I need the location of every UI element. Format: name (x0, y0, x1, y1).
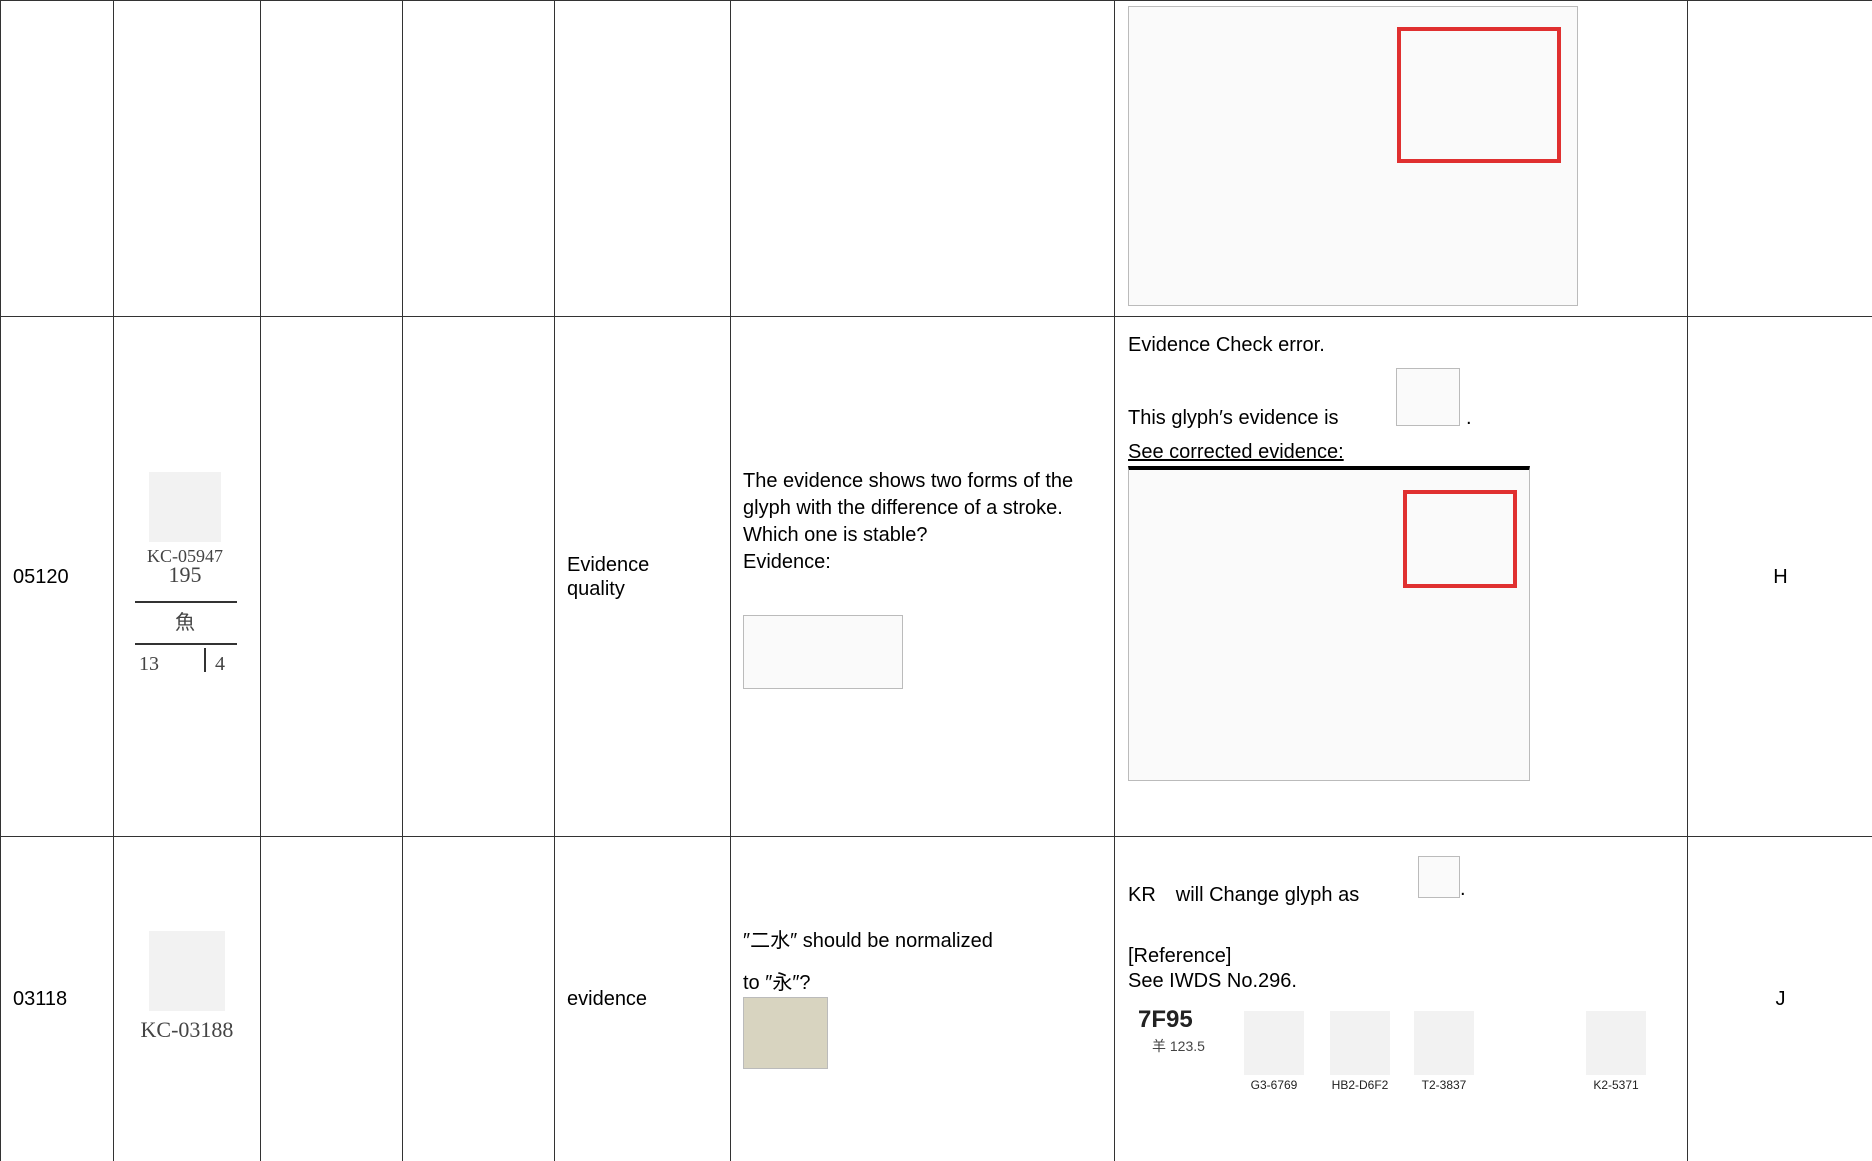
glyph-image (149, 472, 221, 542)
table-cell (402, 316, 555, 837)
description-text: ″二水″ should be normalized (743, 930, 993, 952)
card-code: KC-03188 (141, 1017, 234, 1042)
table-cell (402, 0, 555, 317)
table-cell (730, 0, 1115, 317)
table-cell (730, 836, 1115, 1161)
table-cell: Evidence quality (554, 316, 731, 837)
residual-strokes: 13 (139, 653, 159, 675)
table-cell (260, 0, 403, 317)
table-cell (554, 0, 731, 317)
glyph-image (1396, 368, 1460, 426)
table-cell (1114, 836, 1688, 1161)
cell-text: Evidence quality (567, 554, 650, 600)
table-cell (113, 836, 261, 1161)
description-text: The evidence shows two forms of the glyp… (743, 470, 1074, 519)
table-cell: 03118 (0, 836, 114, 1161)
description: The evidence shows two forms of the glyp… (743, 468, 1103, 576)
source-label: HB2-D6F2 (1332, 1078, 1389, 1092)
evidence-image (1128, 6, 1578, 306)
extra: 4 (215, 653, 225, 675)
highlight-box (1397, 27, 1561, 163)
response-text: See corrected evidence: (1128, 441, 1344, 463)
source-label: K2-5371 (1593, 1078, 1639, 1092)
glyph-image (1414, 1011, 1474, 1075)
cell-text: J (1775, 988, 1786, 1010)
source-label: G3-6769 (1251, 1078, 1298, 1092)
glyph-image (1418, 856, 1460, 898)
glyph-image (1586, 1011, 1646, 1075)
response-text: Evidence Check error. (1128, 334, 1325, 356)
response-text: KR will Change glyph as (1128, 884, 1360, 906)
evidence-image (1128, 466, 1530, 781)
table-cell: J (1687, 836, 1872, 1161)
response-text: . (1466, 407, 1472, 429)
table-cell: H (1687, 316, 1872, 837)
table-cell: 05120 (0, 316, 114, 837)
cell-text: H (1773, 566, 1788, 588)
cell-text: 05120 (13, 566, 69, 588)
description-text: to ″永″? (743, 972, 811, 994)
response-text: See IWDS No.296. (1128, 970, 1297, 992)
radical: 魚 (175, 611, 195, 634)
table-cell (260, 316, 403, 837)
table-cell (1114, 0, 1688, 317)
table-cell (1687, 0, 1872, 317)
table-cell (0, 0, 114, 317)
cell-text: 03118 (13, 988, 68, 1010)
highlight-box (1403, 490, 1517, 588)
response-text: This glyph′s evidence is (1128, 407, 1339, 429)
radical-number: 195 (169, 562, 202, 587)
glyph-card: KC-05947 195 魚 13 4 (135, 472, 237, 675)
table-cell (113, 316, 261, 837)
description-text: Which one is stable? (743, 524, 928, 546)
card-code: KC-05947 (147, 546, 223, 566)
cell-text: evidence (567, 988, 648, 1010)
evidence-image (743, 997, 828, 1069)
source-label: T2-3837 (1422, 1078, 1467, 1092)
table-cell (402, 836, 555, 1161)
evidence-image (743, 615, 903, 689)
reference-image: 7F95 羊 123.5 G3-6769 HB2-D6F2 T2-3837 K2… (1138, 1006, 1646, 1092)
reference-radical: 羊 123.5 (1152, 1038, 1205, 1054)
table-cell (730, 316, 1115, 837)
response-text: [Reference] (1128, 945, 1232, 967)
glyph-card: KC-03188 (141, 931, 234, 1042)
table-cell (260, 836, 403, 1161)
table-cell: evidence (554, 836, 731, 1161)
glyph-image (1244, 1011, 1304, 1075)
reference-code: 7F95 (1138, 1006, 1193, 1033)
table-cell (113, 0, 261, 317)
response-text: . (1460, 878, 1466, 900)
glyph-image (149, 931, 225, 1011)
description-text: Evidence: (743, 551, 831, 573)
glyph-image (1330, 1011, 1390, 1075)
table-cell (1114, 316, 1688, 837)
